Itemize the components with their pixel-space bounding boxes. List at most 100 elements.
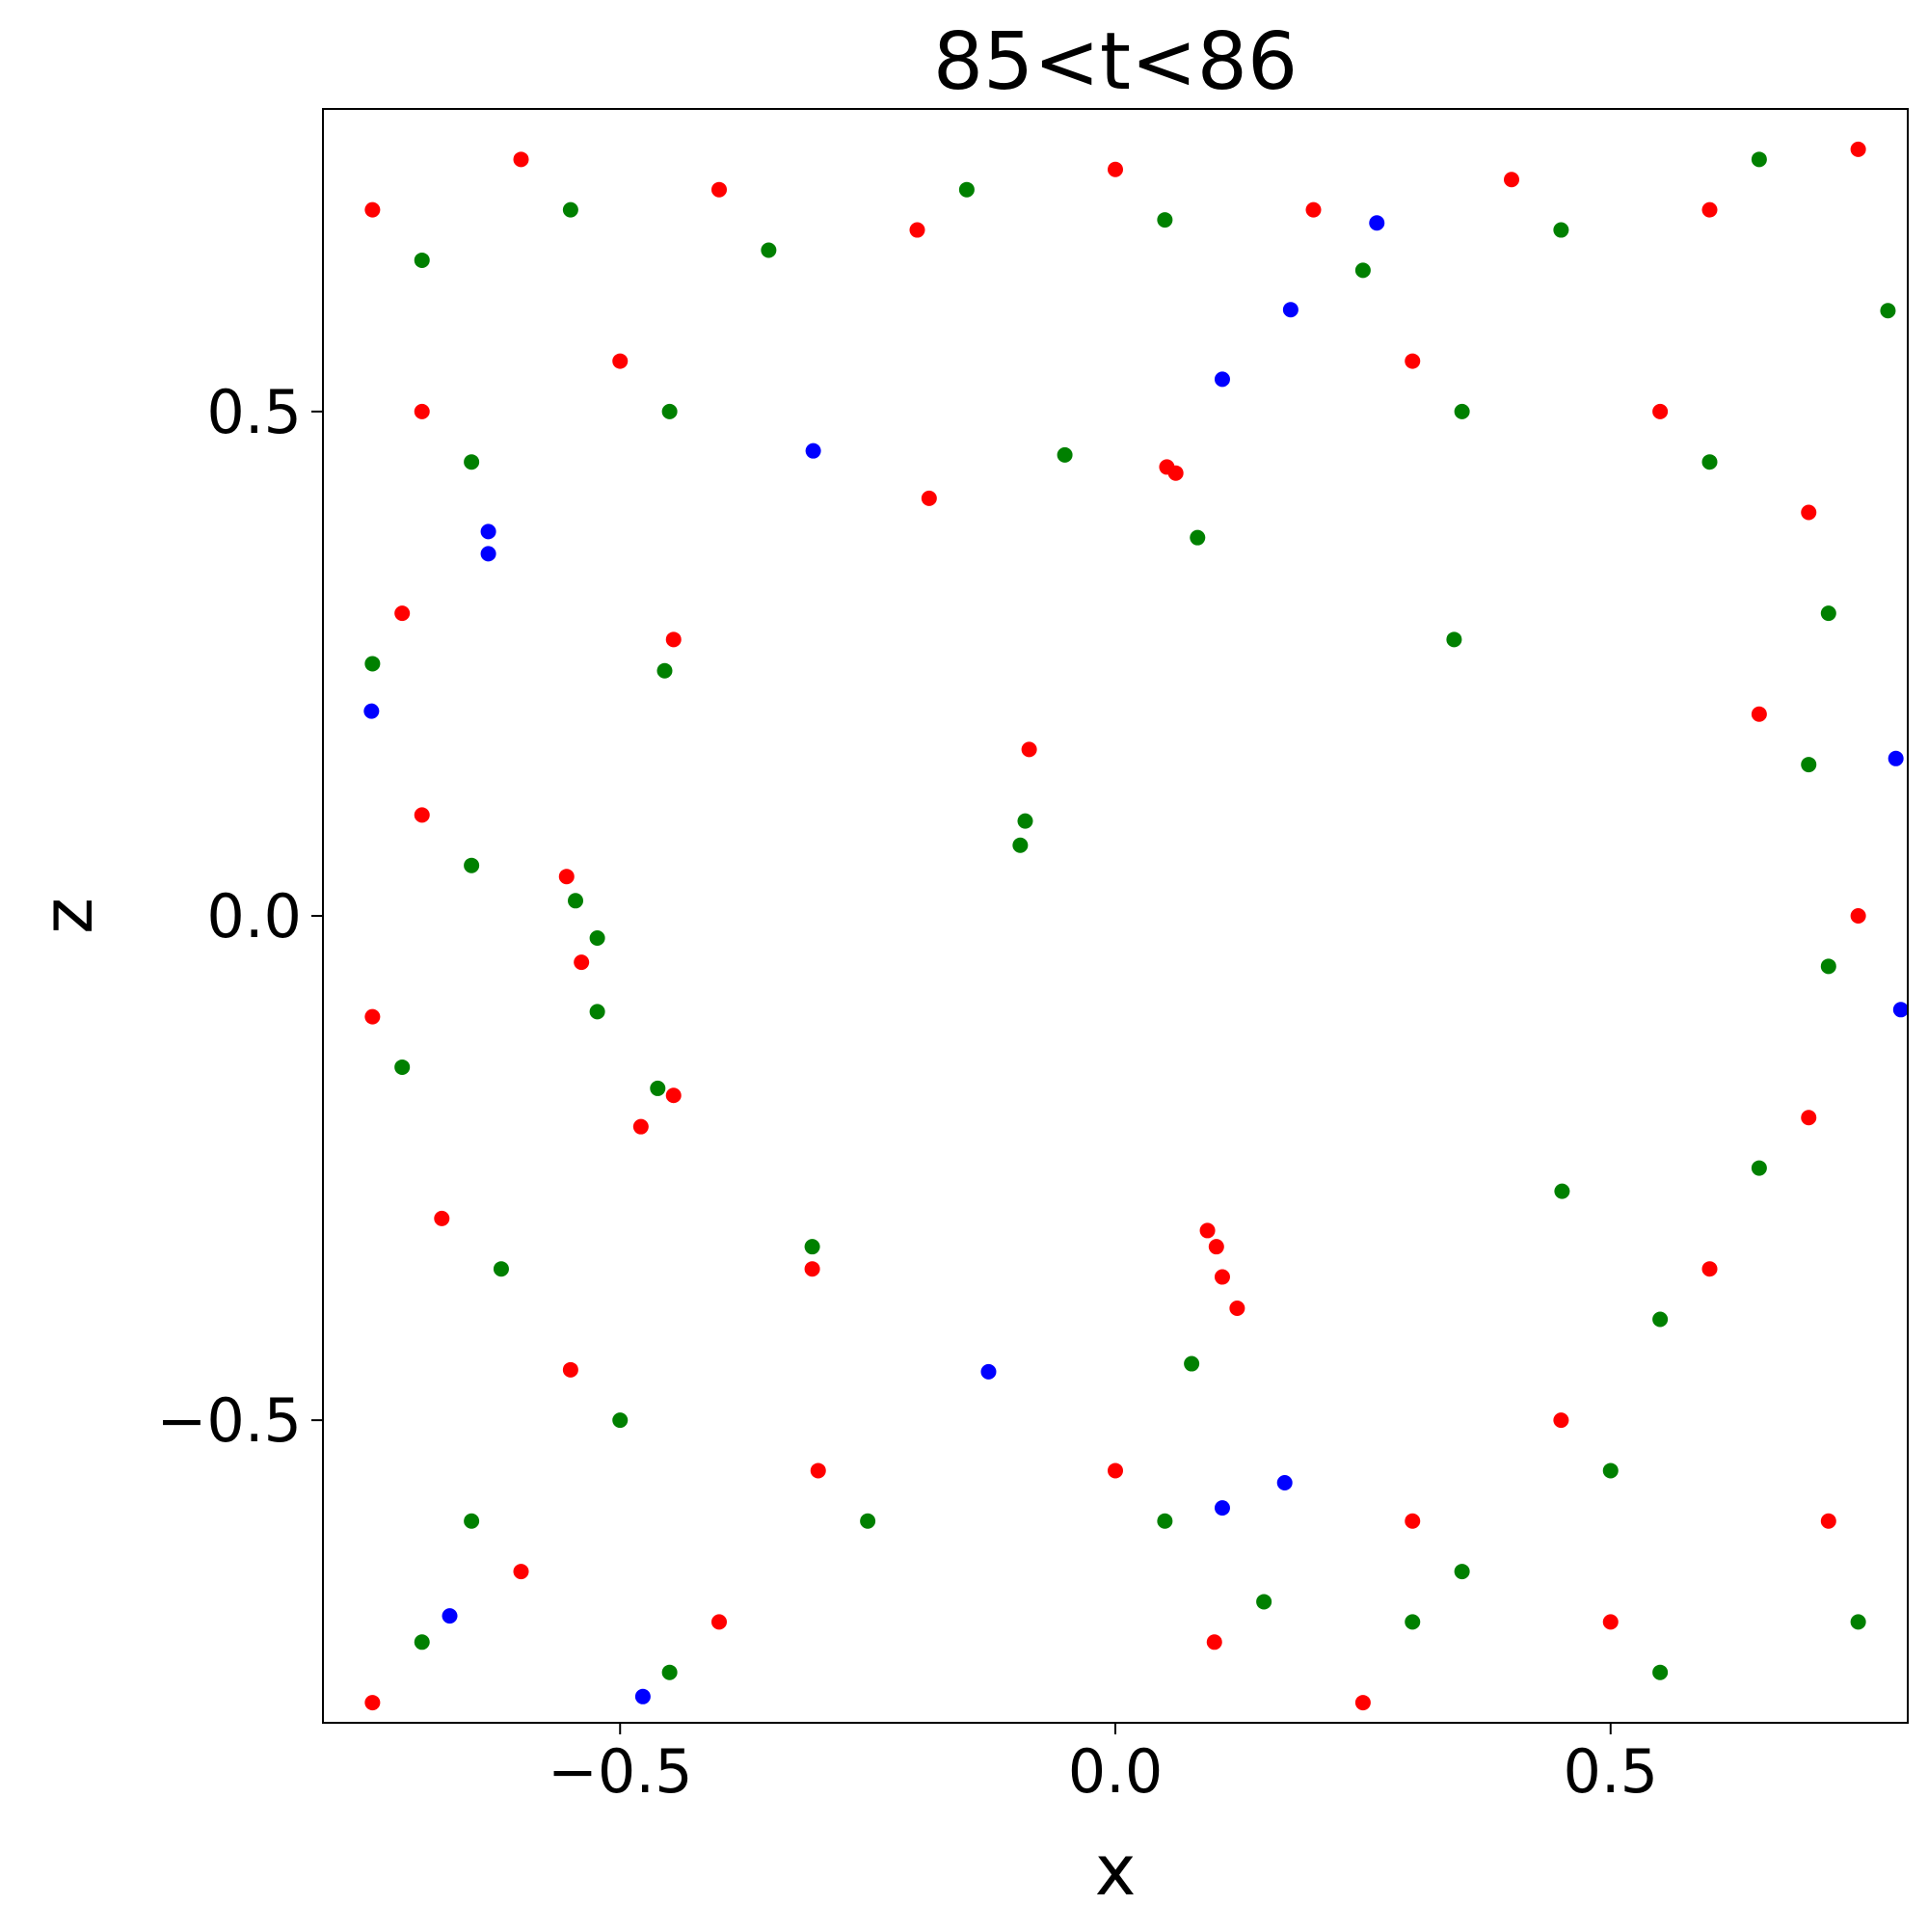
point: [1850, 1614, 1866, 1630]
y-tick-label: 0.5: [206, 377, 302, 447]
point: [612, 353, 629, 369]
point: [363, 703, 380, 719]
point: [958, 181, 975, 198]
point: [921, 490, 937, 506]
point: [364, 1008, 381, 1025]
point: [612, 1412, 629, 1429]
point: [1554, 1183, 1570, 1199]
point: [1108, 161, 1123, 177]
point: [1276, 1474, 1293, 1490]
point: [1214, 371, 1230, 388]
point: [810, 1462, 826, 1479]
point: [364, 656, 381, 672]
point: [1167, 465, 1184, 481]
point: [562, 1361, 578, 1378]
point: [589, 930, 605, 947]
point: [493, 1261, 509, 1277]
point: [480, 523, 496, 540]
point: [634, 1688, 651, 1704]
point: [1602, 1614, 1619, 1630]
point: [1701, 201, 1718, 218]
point: [1057, 446, 1073, 463]
point: [1553, 1412, 1569, 1429]
point: [1206, 1634, 1222, 1650]
point: [1820, 605, 1836, 622]
point: [1214, 1269, 1230, 1285]
point: [1751, 1160, 1767, 1176]
point: [1850, 908, 1866, 924]
point: [665, 631, 682, 648]
point: [1199, 1222, 1216, 1239]
point: [562, 201, 578, 218]
point: [1701, 454, 1718, 470]
point: [909, 222, 925, 238]
point: [980, 1363, 997, 1380]
point: [394, 605, 411, 622]
point: [1305, 201, 1322, 218]
point: [1892, 1002, 1909, 1018]
point: [761, 242, 777, 258]
point: [1701, 1261, 1718, 1277]
point: [661, 1664, 678, 1680]
point: [1405, 353, 1421, 369]
point: [1446, 631, 1462, 648]
y-tick-label: 0.0: [206, 881, 302, 952]
point: [1157, 1513, 1173, 1529]
point: [1012, 837, 1029, 853]
point: [1214, 1500, 1230, 1516]
point: [1652, 1664, 1669, 1680]
point: [1652, 403, 1669, 419]
point: [1354, 262, 1371, 279]
point: [805, 443, 821, 459]
point: [1751, 151, 1767, 168]
point: [650, 1080, 666, 1096]
point: [394, 1059, 411, 1075]
plot-frame: [322, 108, 1909, 1724]
y-axis-label: z: [27, 898, 108, 934]
point: [1256, 1594, 1272, 1610]
point: [1229, 1300, 1245, 1316]
point: [1190, 529, 1206, 546]
point: [464, 857, 480, 873]
point: [513, 151, 529, 168]
point: [804, 1239, 820, 1255]
point: [1354, 1695, 1371, 1711]
point: [513, 1564, 529, 1580]
point: [364, 201, 381, 218]
point: [1850, 141, 1866, 157]
point: [1021, 741, 1037, 758]
point: [414, 252, 430, 268]
point: [1751, 706, 1767, 722]
point: [1017, 813, 1033, 829]
point: [661, 403, 678, 419]
point: [1108, 1462, 1123, 1479]
point: [1504, 172, 1519, 188]
x-tick-label: 0.0: [1068, 1736, 1164, 1807]
point: [1801, 504, 1817, 521]
point: [558, 869, 575, 885]
point: [364, 1695, 381, 1711]
point: [1553, 222, 1569, 238]
point: [414, 1634, 430, 1650]
point: [632, 1118, 649, 1135]
point: [568, 893, 584, 909]
x-tick-label: 0.5: [1563, 1736, 1658, 1807]
point: [1454, 1564, 1470, 1580]
point: [1405, 1614, 1421, 1630]
point: [1652, 1311, 1669, 1328]
point: [480, 546, 496, 562]
point: [1405, 1513, 1421, 1529]
point: [656, 662, 673, 679]
point: [464, 1513, 480, 1529]
point: [1801, 757, 1817, 773]
point: [434, 1210, 450, 1226]
point: [442, 1608, 458, 1624]
point: [1801, 1110, 1817, 1126]
point: [414, 807, 430, 823]
point: [665, 1087, 682, 1104]
point: [860, 1513, 876, 1529]
point: [1282, 302, 1299, 318]
x-tick-label: −0.5: [548, 1736, 693, 1807]
point: [414, 403, 430, 419]
point: [1820, 1513, 1836, 1529]
